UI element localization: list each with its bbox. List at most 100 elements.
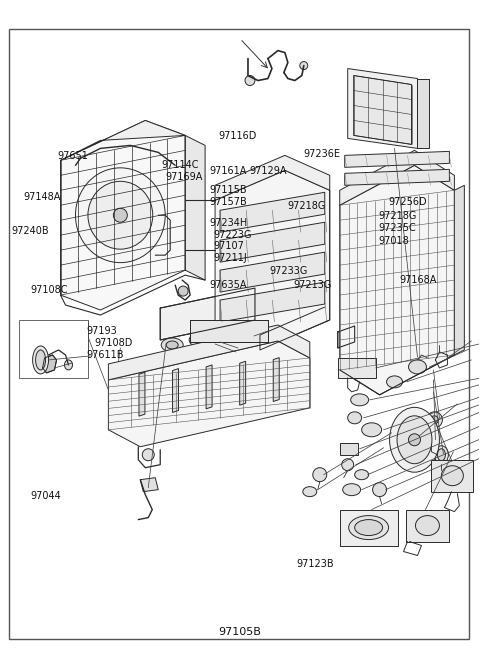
- Bar: [19, 320, 88, 378]
- Ellipse shape: [161, 338, 183, 352]
- Ellipse shape: [361, 422, 382, 437]
- Ellipse shape: [194, 336, 206, 344]
- Polygon shape: [354, 75, 411, 144]
- Polygon shape: [220, 222, 325, 262]
- Ellipse shape: [245, 75, 255, 86]
- Text: 97236E: 97236E: [303, 149, 340, 159]
- Text: 97108C: 97108C: [30, 284, 68, 295]
- Polygon shape: [345, 151, 449, 167]
- Ellipse shape: [75, 168, 165, 263]
- Text: 97169A: 97169A: [165, 172, 203, 182]
- Polygon shape: [60, 121, 185, 310]
- Ellipse shape: [348, 515, 389, 540]
- Text: 97256D: 97256D: [388, 197, 427, 207]
- Ellipse shape: [434, 446, 448, 464]
- Polygon shape: [340, 151, 455, 205]
- Polygon shape: [273, 358, 279, 402]
- Ellipse shape: [178, 286, 188, 296]
- Ellipse shape: [142, 449, 154, 460]
- Polygon shape: [220, 252, 325, 292]
- Bar: [432, 460, 473, 492]
- Ellipse shape: [425, 434, 437, 446]
- Polygon shape: [348, 69, 418, 149]
- Ellipse shape: [189, 333, 211, 347]
- Ellipse shape: [442, 466, 463, 485]
- Polygon shape: [139, 372, 145, 416]
- Polygon shape: [220, 282, 325, 322]
- Ellipse shape: [348, 412, 361, 424]
- Text: 97234H: 97234H: [209, 218, 248, 228]
- Ellipse shape: [408, 360, 426, 374]
- Polygon shape: [338, 326, 355, 348]
- Polygon shape: [340, 165, 455, 395]
- Text: 97223G: 97223G: [213, 230, 252, 240]
- Text: 97116D: 97116D: [218, 131, 256, 141]
- Text: 97107: 97107: [213, 242, 244, 252]
- Text: 97240B: 97240B: [11, 226, 49, 236]
- Polygon shape: [206, 365, 212, 409]
- Ellipse shape: [166, 341, 178, 349]
- Ellipse shape: [408, 434, 420, 446]
- Text: 97218G: 97218G: [379, 212, 417, 221]
- Polygon shape: [418, 79, 430, 149]
- Bar: [406, 510, 449, 542]
- Polygon shape: [345, 170, 449, 185]
- Bar: [340, 443, 358, 455]
- Text: 97123B: 97123B: [297, 559, 334, 569]
- Text: 97105B: 97105B: [218, 627, 262, 637]
- Polygon shape: [108, 325, 310, 380]
- Polygon shape: [108, 341, 310, 447]
- Text: 97148A: 97148A: [24, 192, 61, 202]
- Bar: [340, 510, 397, 546]
- Text: 97213G: 97213G: [294, 280, 332, 290]
- Ellipse shape: [416, 515, 439, 536]
- Text: 97218G: 97218G: [288, 201, 326, 211]
- Text: 97235C: 97235C: [379, 223, 417, 233]
- Polygon shape: [60, 121, 185, 160]
- Text: 97157B: 97157B: [209, 197, 247, 207]
- Text: 97018: 97018: [379, 236, 409, 246]
- Polygon shape: [240, 362, 246, 405]
- Polygon shape: [172, 369, 179, 413]
- Polygon shape: [215, 155, 330, 200]
- Text: 97635A: 97635A: [209, 280, 247, 290]
- Polygon shape: [43, 355, 57, 373]
- Text: 97044: 97044: [30, 491, 61, 501]
- Ellipse shape: [351, 394, 369, 406]
- Text: 97168A: 97168A: [399, 276, 436, 286]
- Ellipse shape: [426, 412, 443, 428]
- Bar: [190, 320, 268, 342]
- Ellipse shape: [33, 346, 48, 374]
- Text: 97651: 97651: [57, 151, 88, 160]
- Ellipse shape: [313, 468, 327, 481]
- Ellipse shape: [113, 208, 127, 222]
- Ellipse shape: [36, 350, 46, 370]
- Ellipse shape: [372, 483, 386, 496]
- Text: 97233G: 97233G: [270, 266, 308, 276]
- Ellipse shape: [303, 487, 317, 496]
- Ellipse shape: [343, 483, 360, 496]
- Text: 97108D: 97108D: [95, 338, 133, 348]
- Ellipse shape: [437, 449, 445, 460]
- Ellipse shape: [355, 519, 383, 536]
- Ellipse shape: [355, 470, 369, 479]
- Text: 97611B: 97611B: [86, 350, 123, 360]
- Polygon shape: [455, 185, 464, 355]
- Ellipse shape: [88, 181, 153, 249]
- Ellipse shape: [390, 407, 439, 472]
- Ellipse shape: [342, 458, 354, 471]
- Text: 97211J: 97211J: [213, 253, 247, 263]
- Ellipse shape: [386, 376, 403, 388]
- Polygon shape: [220, 193, 325, 233]
- Text: 97161A: 97161A: [209, 166, 247, 176]
- Bar: [338, 358, 376, 378]
- Polygon shape: [160, 288, 255, 340]
- Ellipse shape: [300, 62, 308, 69]
- Polygon shape: [215, 170, 330, 350]
- Ellipse shape: [397, 416, 432, 464]
- Ellipse shape: [431, 416, 438, 424]
- Text: 97114C: 97114C: [161, 160, 199, 170]
- Polygon shape: [185, 136, 205, 280]
- Ellipse shape: [64, 360, 72, 370]
- Text: 97129A: 97129A: [250, 166, 287, 176]
